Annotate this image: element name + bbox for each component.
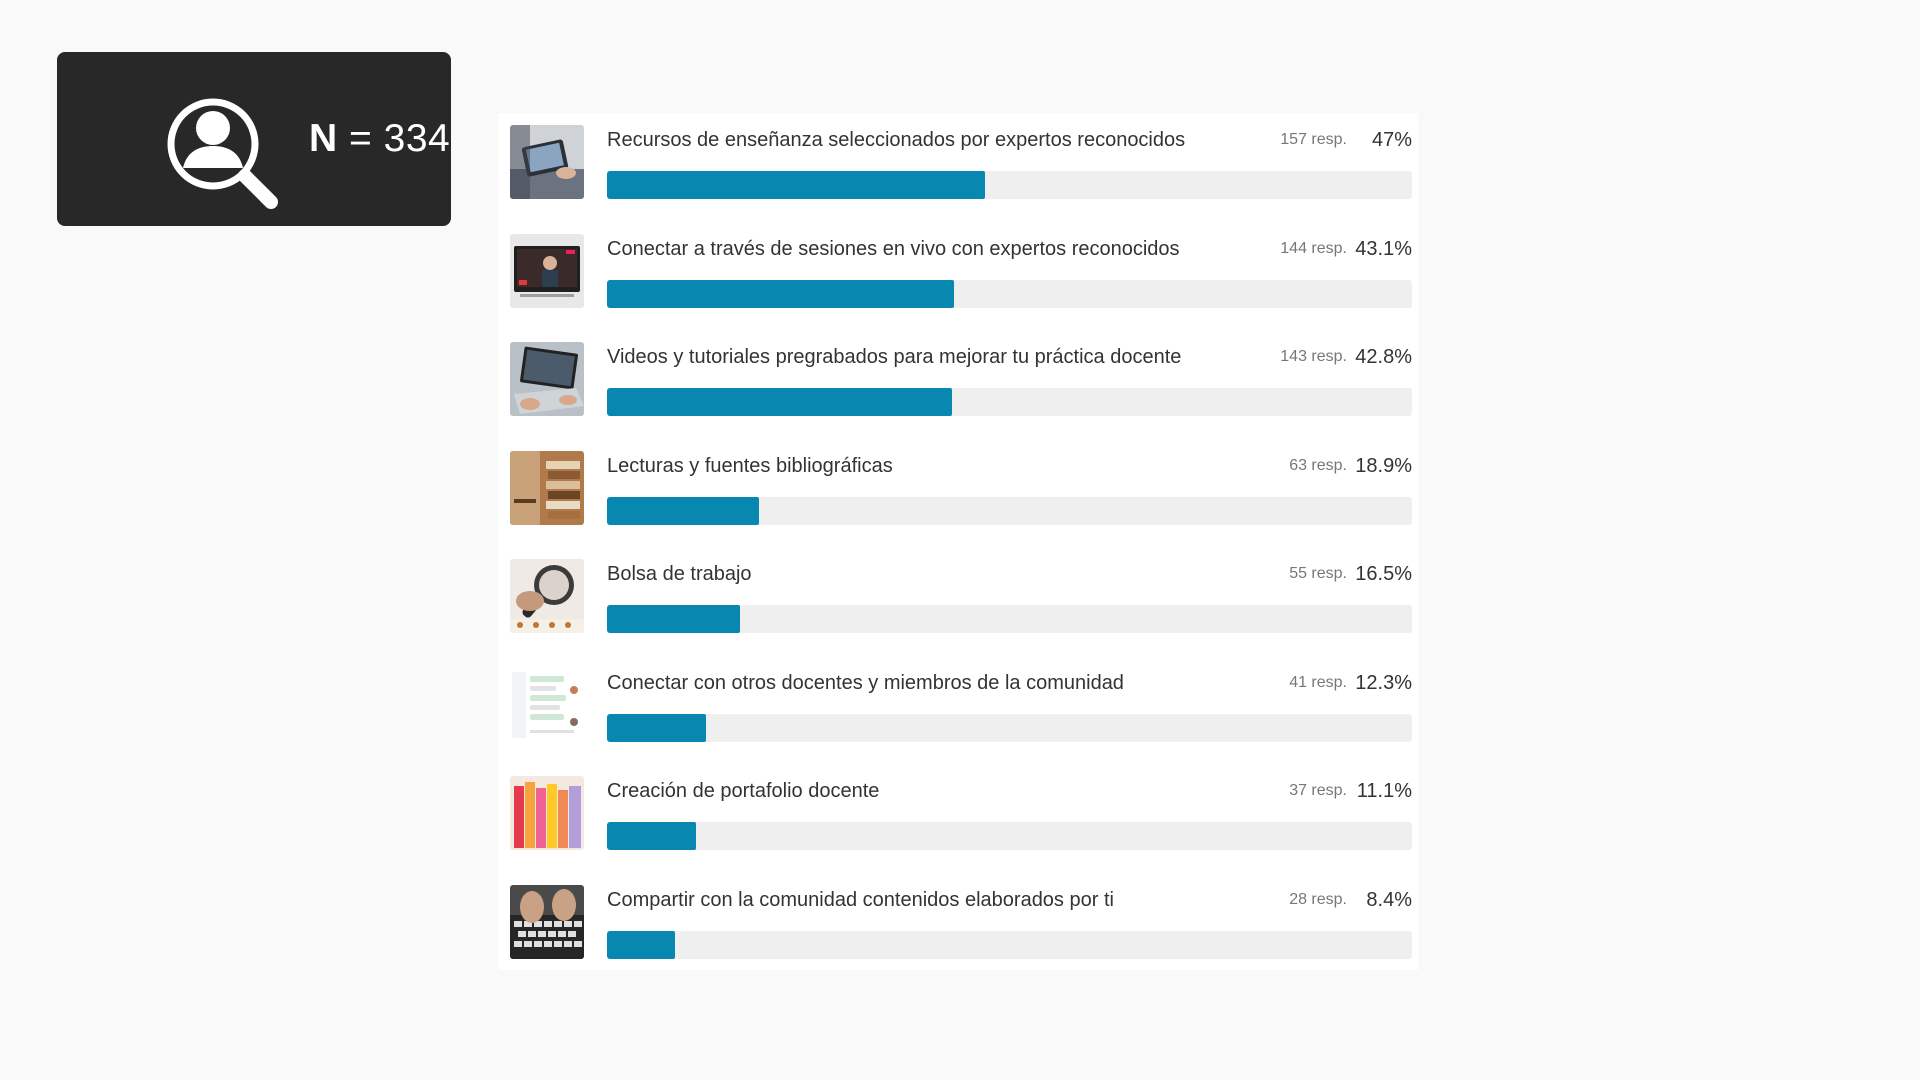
category-label: Creación de portafolio docente <box>607 780 880 802</box>
folders-photo-thumbnail <box>510 776 584 850</box>
sample-size-prefix: N <box>309 117 338 160</box>
category-label: Conectar a través de sesiones en vivo co… <box>607 237 1180 260</box>
response-count: 28 resp. <box>1289 890 1347 908</box>
percentage-label: 18.9% <box>1355 454 1412 477</box>
bar <box>607 822 697 850</box>
keyboard-photo-thumbnail <box>510 884 584 959</box>
bar <box>607 279 954 308</box>
magnifier-photo-thumbnail <box>510 559 584 633</box>
response-count: 37 resp. <box>1289 782 1347 799</box>
response-count: 157 resp. <box>1280 131 1347 148</box>
bar-track <box>607 930 1412 959</box>
user-search-icon <box>167 98 278 209</box>
percentage-label: 12.3% <box>1355 671 1412 694</box>
bar-track <box>607 713 1412 742</box>
bar <box>607 388 952 416</box>
category-label: Videos y tutoriales pregrabados para mej… <box>607 346 1182 368</box>
category-label: Bolsa de trabajo <box>607 563 752 585</box>
sample-size-label: N = 334 <box>309 52 450 226</box>
bar-row: Conectar con otros docentes y miembros d… <box>498 656 1418 764</box>
category-label: Recursos de enseñanza seleccionados por … <box>607 129 1186 151</box>
category-label: Lecturas y fuentes bibliográficas <box>607 454 893 477</box>
response-count: 63 resp. <box>1289 456 1347 474</box>
bar-row: Recursos de enseñanza seleccionados por … <box>498 113 1418 221</box>
percentage-label: 16.5% <box>1355 563 1412 585</box>
percentage-label: 43.1% <box>1355 237 1412 260</box>
percentage-label: 8.4% <box>1366 888 1412 911</box>
percentage-label: 47% <box>1371 129 1412 151</box>
bar <box>607 713 706 742</box>
bar-row: Lecturas y fuentes bibliográficas 63 resp… <box>498 439 1418 547</box>
category-label: Compartir con la comunidad contenidos el… <box>607 888 1114 911</box>
response-count: 55 resp. <box>1289 565 1347 582</box>
video-call-photo-thumbnail <box>510 233 584 308</box>
laptop-photo-thumbnail <box>510 342 584 416</box>
bar-track <box>607 605 1412 633</box>
percentage-label: 11.1% <box>1356 780 1412 802</box>
results-panel: Recursos de enseñanza seleccionados por … <box>498 113 1418 970</box>
bar-row: Creación de portafolio docente 37 resp. 11… <box>498 764 1418 872</box>
bar-row: Bolsa de trabajo 55 resp. 16.5% <box>498 547 1418 655</box>
bar <box>607 496 760 525</box>
bar-track <box>607 279 1412 308</box>
category-label: Conectar con otros docentes y miembros d… <box>607 671 1124 694</box>
bar-row: Compartir con la comunidad contenidos el… <box>498 873 1418 981</box>
bar <box>607 171 986 199</box>
bar-row: Videos y tutoriales pregrabados para mej… <box>498 330 1418 438</box>
sample-size-badge: N = 334 <box>57 52 451 226</box>
bar <box>607 605 740 633</box>
response-count: 41 resp. <box>1289 673 1347 691</box>
bar <box>607 930 675 959</box>
tablet-photo-thumbnail <box>510 125 584 199</box>
bar-track <box>607 171 1412 199</box>
bar-track <box>607 822 1412 850</box>
response-count: 143 resp. <box>1280 348 1347 365</box>
bar-row: Conectar a través de sesiones en vivo co… <box>498 222 1418 330</box>
chat-screenshot-thumbnail <box>510 667 584 742</box>
bar-track <box>607 496 1412 525</box>
sample-size-value: = 334 <box>349 117 451 160</box>
bar-track <box>607 388 1412 416</box>
response-count: 144 resp. <box>1280 239 1347 257</box>
books-photo-thumbnail <box>510 450 584 525</box>
percentage-label: 42.8% <box>1355 346 1412 368</box>
